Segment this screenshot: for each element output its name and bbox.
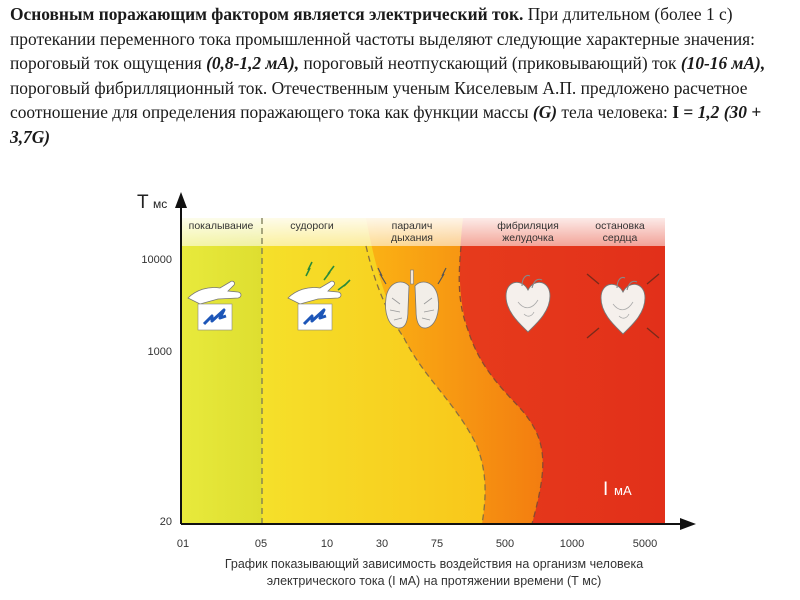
intro-lead: Основным поражающим фактором является эл… — [10, 4, 524, 24]
x-axis-unit: мА — [614, 483, 632, 498]
intro-paragraph: Основным поражающим фактором является эл… — [10, 2, 790, 150]
x-tick-05: 05 — [255, 538, 267, 550]
let-go-threshold-value: (10-16 мА), — [680, 53, 766, 74]
y-axis-unit: мс — [153, 197, 167, 211]
zone-label-paralysis-1: паралич — [392, 220, 433, 232]
intro-text-2: пороговый неотпускающий (приковывающий) … — [299, 53, 681, 74]
boundary-3 — [458, 245, 544, 525]
sensation-threshold-value: (0,8-1,2 мА), — [206, 53, 300, 74]
formula-equals: = — [679, 102, 698, 123]
y-axis-arrow — [175, 192, 187, 208]
x-tick-30: 30 — [376, 538, 388, 550]
boundary-2 — [365, 245, 486, 525]
zone-label-arrest-2: сердца — [603, 232, 638, 244]
diagram-caption-line-1: График показывающий зависимость воздейст… — [225, 557, 643, 571]
hand-tingling-icon — [187, 280, 242, 331]
x-axis-arrow — [680, 518, 696, 530]
heart-fibrillation-icon — [505, 274, 551, 333]
y-tick-20: 20 — [160, 516, 172, 528]
intro-text-3: пороговый фибрилляционный ток. Отечестве… — [10, 77, 748, 123]
intro-text-4: тела человека: — [557, 102, 673, 123]
zone-label-paralysis-2: дыхания — [391, 232, 433, 244]
zone-label-arrest-1: остановка — [595, 220, 645, 232]
y-tick-10000: 10000 — [141, 254, 172, 266]
x-tick-01: 01 — [177, 538, 189, 550]
x-tick-10: 10 — [321, 538, 333, 550]
heart-stop-icon — [586, 273, 660, 339]
x-tick-5000: 5000 — [633, 538, 657, 550]
y-tick-1000: 1000 — [148, 346, 172, 358]
diagram-caption-line-2: электрического тока (I мА) на протяжении… — [267, 574, 602, 588]
zone-label-fibrillation-2: желудочка — [502, 232, 554, 244]
formula-current-symbol: I — [672, 102, 680, 123]
zone-label-fibrillation-1: фибриляция — [497, 220, 559, 232]
zone-label-tingling: покалывание — [189, 220, 254, 232]
x-axis-title: I — [603, 479, 608, 500]
formula-expression: 1,2 (30 + 3,7G) — [10, 102, 762, 147]
intro-text-1: При длительном (более 1 с) протекании пе… — [10, 4, 755, 74]
zone-label-cramps: судороги — [290, 220, 334, 232]
lungs-icon — [377, 267, 447, 329]
mass-symbol: (G) — [532, 102, 558, 123]
y-axis-title: T — [137, 192, 149, 213]
x-tick-75: 75 — [431, 538, 443, 550]
x-tick-500: 500 — [496, 538, 514, 550]
x-tick-1000: 1000 — [560, 538, 584, 550]
zone-yellow-tingling — [181, 218, 262, 524]
hand-cramp-icon — [287, 261, 351, 331]
